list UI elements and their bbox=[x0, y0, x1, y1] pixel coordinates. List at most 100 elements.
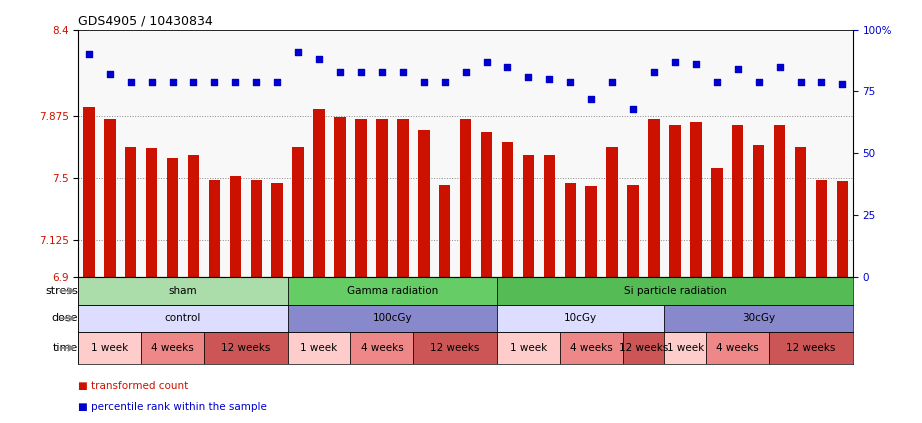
Point bbox=[584, 96, 598, 102]
Point bbox=[165, 78, 180, 85]
Bar bbox=[413, 332, 497, 364]
Bar bbox=[78, 305, 288, 332]
Bar bbox=[753, 145, 764, 277]
Text: 12 weeks: 12 weeks bbox=[786, 343, 835, 353]
Point bbox=[124, 78, 138, 85]
Text: 1 week: 1 week bbox=[667, 343, 704, 353]
Bar bbox=[288, 277, 497, 305]
Point bbox=[270, 78, 285, 85]
Point bbox=[689, 61, 703, 68]
Text: GDS4905 / 10430834: GDS4905 / 10430834 bbox=[78, 14, 213, 27]
Text: Si particle radiation: Si particle radiation bbox=[623, 286, 727, 296]
Bar bbox=[141, 332, 204, 364]
Bar bbox=[502, 142, 514, 277]
Point bbox=[374, 68, 389, 75]
Bar bbox=[769, 332, 853, 364]
Point bbox=[773, 63, 787, 70]
Bar bbox=[607, 147, 618, 277]
Bar bbox=[288, 332, 350, 364]
Bar bbox=[585, 187, 597, 277]
Point bbox=[186, 78, 201, 85]
Text: 4 weeks: 4 weeks bbox=[570, 343, 612, 353]
Bar bbox=[560, 332, 622, 364]
Bar bbox=[292, 147, 304, 277]
Text: time: time bbox=[53, 343, 78, 353]
Bar bbox=[376, 119, 387, 277]
Bar bbox=[732, 125, 743, 277]
Bar bbox=[816, 180, 827, 277]
Text: 4 weeks: 4 weeks bbox=[361, 343, 403, 353]
Point bbox=[437, 78, 452, 85]
Text: 100cGy: 100cGy bbox=[372, 313, 412, 323]
Bar bbox=[497, 332, 560, 364]
Point bbox=[333, 68, 348, 75]
Point bbox=[521, 73, 536, 80]
Text: 1 week: 1 week bbox=[510, 343, 547, 353]
Bar bbox=[439, 185, 451, 277]
Bar bbox=[397, 119, 408, 277]
Point bbox=[207, 78, 222, 85]
Text: 12 weeks: 12 weeks bbox=[221, 343, 270, 353]
Point bbox=[500, 63, 514, 70]
Text: 4 weeks: 4 weeks bbox=[716, 343, 759, 353]
Point bbox=[709, 78, 724, 85]
Bar bbox=[83, 107, 95, 277]
Text: 30cGy: 30cGy bbox=[742, 313, 775, 323]
Bar bbox=[230, 176, 242, 277]
Bar bbox=[711, 168, 723, 277]
Point bbox=[458, 68, 473, 75]
Bar bbox=[795, 147, 806, 277]
Point bbox=[102, 71, 117, 77]
Bar bbox=[313, 109, 325, 277]
Bar bbox=[627, 185, 639, 277]
Bar bbox=[251, 180, 262, 277]
Text: 1 week: 1 week bbox=[301, 343, 337, 353]
Bar bbox=[665, 332, 706, 364]
Bar bbox=[497, 305, 665, 332]
Point bbox=[290, 49, 305, 55]
Point bbox=[646, 68, 661, 75]
Bar bbox=[271, 183, 283, 277]
Bar bbox=[523, 155, 534, 277]
Text: stress: stress bbox=[45, 286, 78, 296]
Point bbox=[228, 78, 242, 85]
Text: Gamma radiation: Gamma radiation bbox=[347, 286, 438, 296]
Text: 4 weeks: 4 weeks bbox=[151, 343, 194, 353]
Bar bbox=[167, 158, 178, 277]
Bar bbox=[497, 277, 853, 305]
Point bbox=[417, 78, 431, 85]
Point bbox=[312, 56, 326, 63]
Bar bbox=[836, 181, 848, 277]
Point bbox=[751, 78, 766, 85]
Bar bbox=[544, 155, 555, 277]
Bar bbox=[355, 119, 367, 277]
Point bbox=[249, 78, 264, 85]
Bar bbox=[335, 117, 346, 277]
Text: ■ percentile rank within the sample: ■ percentile rank within the sample bbox=[78, 402, 267, 412]
Text: control: control bbox=[165, 313, 201, 323]
Point bbox=[542, 76, 557, 82]
Point bbox=[563, 78, 578, 85]
Bar bbox=[564, 183, 576, 277]
Bar bbox=[204, 332, 288, 364]
Bar bbox=[690, 122, 702, 277]
Bar bbox=[78, 332, 141, 364]
Bar bbox=[480, 132, 492, 277]
Text: ■ transformed count: ■ transformed count bbox=[78, 381, 189, 391]
Bar bbox=[418, 130, 430, 277]
Point bbox=[814, 78, 829, 85]
Point bbox=[793, 78, 808, 85]
Point bbox=[835, 81, 850, 88]
Text: dose: dose bbox=[52, 313, 78, 323]
Text: sham: sham bbox=[169, 286, 197, 296]
Point bbox=[730, 66, 745, 73]
Point bbox=[605, 78, 620, 85]
Bar bbox=[774, 125, 786, 277]
Bar bbox=[622, 332, 665, 364]
Point bbox=[396, 68, 410, 75]
Text: 10cGy: 10cGy bbox=[564, 313, 597, 323]
Bar bbox=[669, 125, 680, 277]
Point bbox=[353, 68, 368, 75]
Text: 12 weeks: 12 weeks bbox=[619, 343, 668, 353]
Bar bbox=[706, 332, 769, 364]
